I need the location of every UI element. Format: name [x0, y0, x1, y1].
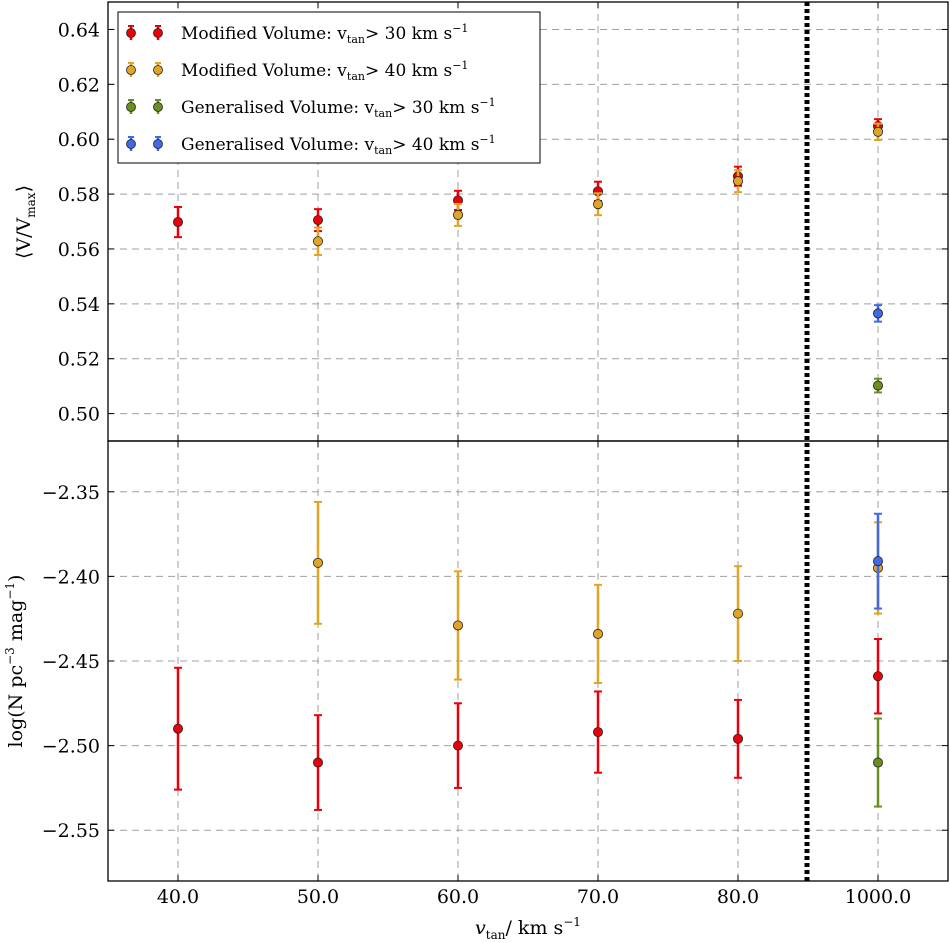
p0-s1-point-2 — [452, 209, 463, 220]
legend-3-label-sup: −1 — [479, 133, 495, 146]
p1-ytick-label-1: −2.50 — [42, 736, 100, 758]
legend-0-label-sub: tan — [347, 33, 365, 46]
legend-entry-0: Modified Volume: vtan> 30 km s−1 — [126, 22, 468, 46]
legend-2-label: Generalised Volume: vtan> 30 km s−1 — [181, 96, 496, 120]
p0-s0-point-0 — [172, 217, 183, 228]
p0-ytick-label-5: 0.60 — [58, 129, 100, 151]
p0-ytick-label-0: 0.50 — [58, 404, 100, 426]
x-axis-label: vtan/ km s−1 — [475, 915, 581, 942]
p1-ytick-label-0: −2.55 — [42, 820, 100, 842]
bottom-ylabel-sup2: −1 — [3, 582, 17, 600]
p0-ytick-label-7: 0.64 — [58, 19, 100, 41]
xlabel-rest: / km s — [505, 917, 563, 939]
bottom-y-axis-label: log(N pc−3 mag−1) — [3, 575, 27, 748]
legend-0-marker-1 — [153, 28, 163, 38]
legend-3-label: Generalised Volume: vtan> 40 km s−1 — [181, 133, 496, 157]
legend-0-marker-0 — [126, 28, 136, 38]
legend-3-label-rest: > 40 km s — [392, 135, 479, 155]
p1-s1-point-3 — [593, 628, 604, 639]
legend-1-marker-0 — [126, 65, 136, 75]
p0-s2-point-5 — [873, 380, 884, 391]
legend-2-label-rest: > 30 km s — [392, 98, 479, 118]
legend-1-label-main: Modified Volume: v — [181, 61, 347, 81]
p0-s1-point-1 — [312, 236, 323, 247]
legend-2-marker-1 — [153, 102, 163, 112]
legend-1-label-sup: −1 — [452, 59, 468, 72]
legend-0-label-main: Modified Volume: v — [181, 24, 347, 44]
p1-s0-point-0 — [172, 723, 183, 734]
p1-s1-point-2 — [452, 620, 463, 631]
p0-s0-point-1 — [312, 215, 323, 226]
p1-s0-point-5 — [873, 671, 884, 682]
ticks-layer: 0.50 0.52 0.54 0.56 0.58 0.60 0.62 0.64 −2.55 −2.… — [42, 2, 948, 908]
legend-3-label-sub: tan — [374, 144, 392, 157]
legend-0-label-sup: −1 — [452, 22, 468, 35]
p1-ytick-label-3: −2.40 — [42, 566, 100, 588]
legend-1-label: Modified Volume: vtan> 40 km s−1 — [181, 59, 468, 83]
legend-box — [117, 11, 541, 164]
legend: Modified Volume: vtan> 30 km s−1Modified… — [117, 11, 541, 164]
x-tick-label-1: 50.0 — [297, 886, 339, 908]
p1-s1-point-4 — [733, 608, 744, 619]
p0-ytick-label-3: 0.56 — [58, 239, 100, 261]
legend-entry-3: Generalised Volume: vtan> 40 km s−1 — [126, 133, 496, 157]
legend-1-marker-1 — [153, 65, 163, 75]
legend-2-label-main: Generalised Volume: v — [181, 98, 375, 118]
p1-s2-point-5 — [873, 757, 884, 768]
p0-ytick-label-4: 0.58 — [58, 184, 100, 206]
xlabel-sub: tan — [486, 928, 506, 942]
p1-ytick-label-2: −2.45 — [42, 651, 100, 673]
legend-2-label-sup: −1 — [479, 96, 495, 109]
legend-3-label-main: Generalised Volume: v — [181, 135, 375, 155]
top-ylabel-main: ⟨V/V — [13, 217, 35, 259]
p0-ytick-label-1: 0.52 — [58, 349, 100, 371]
top-ylabel-close: ⟩ — [13, 185, 35, 192]
p0-s1-point-4 — [733, 176, 744, 187]
p0-ytick-label-2: 0.54 — [58, 294, 100, 316]
bottom-ylabel-mid: mag — [5, 600, 27, 648]
bottom-ylabel-close: ) — [5, 575, 27, 582]
legend-2-marker-0 — [126, 102, 136, 112]
marks-layer — [172, 118, 884, 811]
x-tick-label-0: 40.0 — [157, 886, 199, 908]
p1-s3-point-5 — [873, 556, 884, 567]
p1-s1-point-1 — [312, 557, 323, 568]
p1-s0-point-4 — [733, 733, 744, 744]
xlabel-main: v — [475, 917, 486, 939]
p0-s3-point-5 — [873, 308, 884, 319]
legend-entry-2: Generalised Volume: vtan> 30 km s−1 — [126, 96, 496, 120]
x-tick-label-4: 80.0 — [717, 886, 759, 908]
legend-1-label-sub: tan — [347, 70, 365, 83]
top-ylabel-sub: max — [24, 192, 38, 218]
legend-entry-1: Modified Volume: vtan> 40 km s−1 — [126, 59, 468, 83]
xlabel-sup: −1 — [563, 915, 581, 929]
bottom-ylabel-sup1: −3 — [3, 647, 17, 665]
x-tick-label-5: 1000.0 — [845, 886, 911, 908]
p1-ytick-label-4: −2.35 — [42, 482, 100, 504]
legend-0-label: Modified Volume: vtan> 30 km s−1 — [181, 22, 468, 46]
p0-ytick-label-6: 0.62 — [58, 74, 100, 96]
p1-s0-point-3 — [593, 727, 604, 738]
x-tick-label-3: 70.0 — [577, 886, 619, 908]
p0-s1-point-3 — [593, 199, 604, 210]
legend-3-marker-1 — [153, 139, 163, 149]
bottom-ylabel-main: log(N pc — [5, 665, 27, 748]
p1-s0-point-2 — [452, 740, 463, 751]
x-tick-label-2: 60.0 — [437, 886, 479, 908]
legend-1-label-rest: > 40 km s — [365, 61, 452, 81]
top-y-axis-label: ⟨V/Vmax⟩ — [13, 185, 38, 259]
p1-s0-point-1 — [312, 757, 323, 768]
legend-2-label-sub: tan — [374, 107, 392, 120]
legend-3-marker-0 — [126, 139, 136, 149]
legend-entries: Modified Volume: vtan> 30 km s−1Modified… — [126, 22, 496, 157]
p0-s1-point-5 — [873, 126, 884, 137]
legend-0-label-rest: > 30 km s — [365, 24, 452, 44]
